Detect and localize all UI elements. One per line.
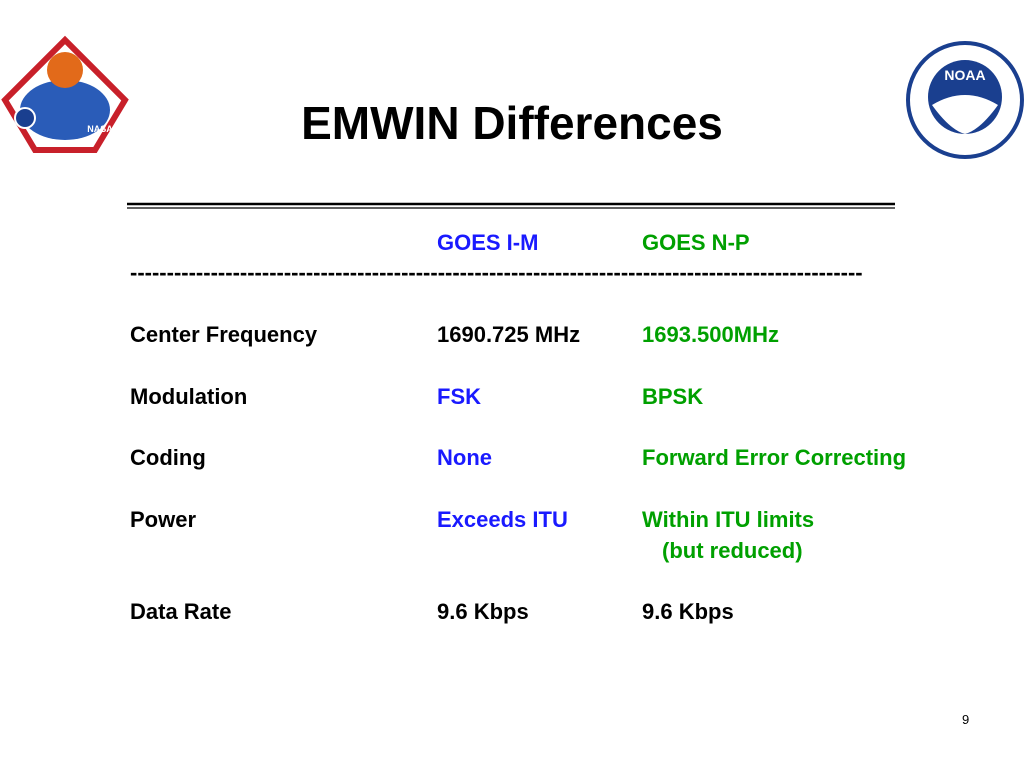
cell: BPSK (642, 384, 704, 409)
column-header: GOES I-M (437, 230, 539, 255)
page-number: 9 (962, 712, 970, 727)
row-label: Modulation (130, 384, 248, 409)
cell: (but reduced) (662, 538, 803, 563)
logo-label: NOAA (944, 67, 985, 83)
cell: FSK (437, 384, 481, 409)
cell: Forward Error Correcting (642, 445, 907, 470)
row-label: Center Frequency (130, 322, 318, 347)
cell: None (437, 445, 492, 470)
cell: Exceeds ITU (437, 507, 568, 532)
cell: Within ITU limits (642, 507, 815, 532)
cell: 1690.725 MHz (437, 322, 581, 347)
cell: 1693.500MHz (642, 322, 779, 347)
right-logo: NOAA (906, 41, 1024, 159)
title: EMWIN Differences (301, 97, 723, 149)
row-label: Power (130, 507, 197, 532)
row-label: Data Rate (130, 599, 232, 624)
cell: 9.6 Kbps (642, 599, 734, 624)
row-label: Coding (130, 445, 206, 470)
column-header: GOES N-P (642, 230, 750, 255)
separator: ----------------------------------------… (130, 260, 863, 285)
left-logo: NASA (1, 35, 129, 153)
logo-label: NASA (87, 124, 113, 134)
cell: 9.6 Kbps (437, 599, 529, 624)
